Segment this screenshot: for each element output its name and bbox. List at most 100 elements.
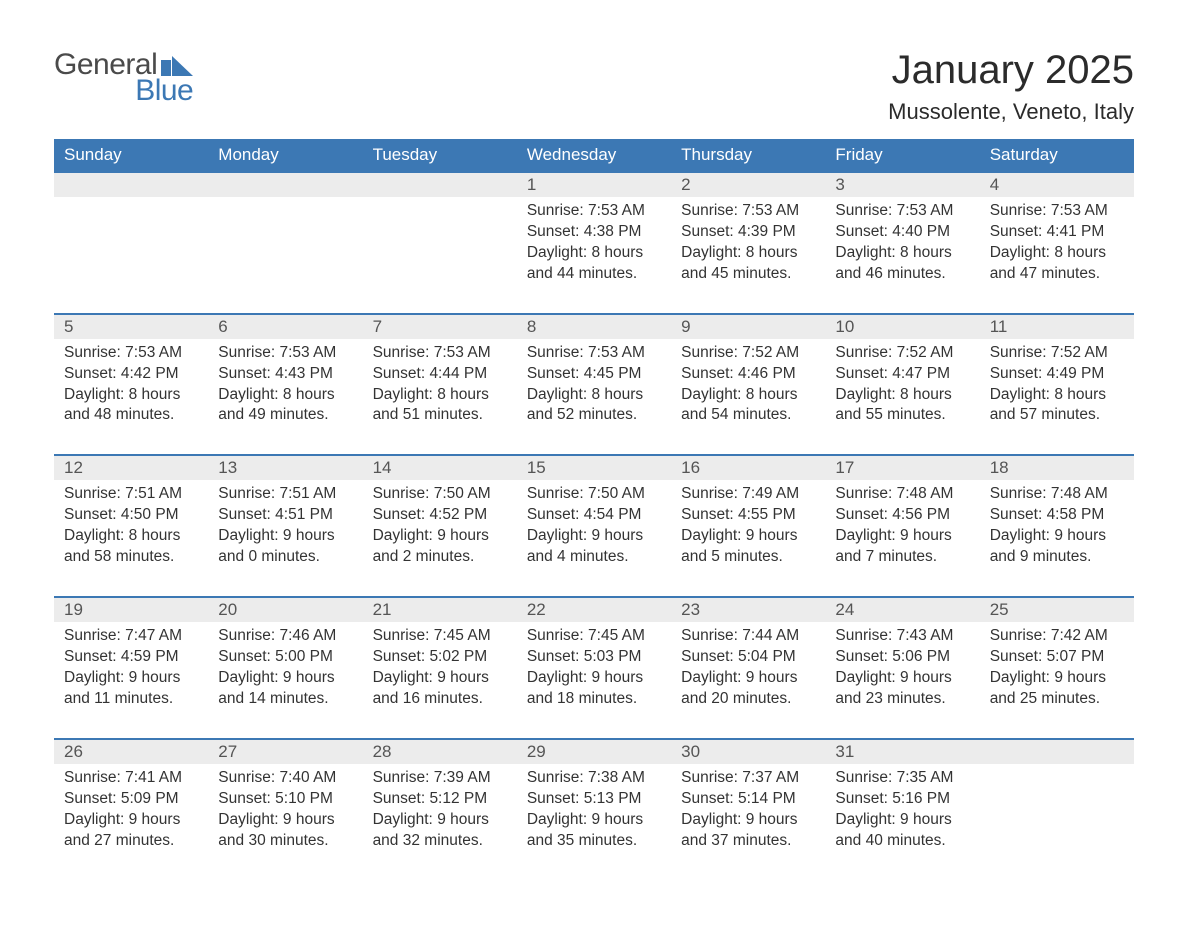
daylight-minutes: 25 [1020,690,1037,707]
daylight-minutes: 0 [248,548,257,565]
daylight-line: Daylight: 9 hoursand 40 minutes. [835,810,969,852]
sunset-time: 5:04 PM [738,648,796,665]
day-number: 18 [980,456,1134,480]
sunset-line: Sunset: 4:51 PM [218,505,352,526]
sunrise-time: 7:45 AM [588,627,645,644]
sunset-line: Sunset: 4:55 PM [681,505,815,526]
day-body: Sunrise: 7:53 AMSunset: 4:42 PMDaylight:… [54,339,208,455]
calendar-cell: 7Sunrise: 7:53 AMSunset: 4:44 PMDaylight… [363,314,517,456]
sunset-line: Sunset: 4:49 PM [990,364,1124,385]
calendar-cell [363,172,517,314]
daylight-line: Daylight: 8 hoursand 44 minutes. [527,243,661,285]
calendar-cell: 31Sunrise: 7:35 AMSunset: 5:16 PMDayligh… [825,739,979,880]
daylight-line: Daylight: 9 hoursand 5 minutes. [681,526,815,568]
sunrise-line: Sunrise: 7:53 AM [835,201,969,222]
sunset-time: 5:07 PM [1047,648,1105,665]
calendar-cell: 20Sunrise: 7:46 AMSunset: 5:00 PMDayligh… [208,597,362,739]
day-number: 12 [54,456,208,480]
sunrise-line: Sunrise: 7:37 AM [681,768,815,789]
sunset-time: 4:42 PM [121,365,179,382]
sunset-line: Sunset: 5:10 PM [218,789,352,810]
weekday-header: Friday [825,139,979,172]
daylight-hours: 9 [900,527,909,544]
day-body: Sunrise: 7:48 AMSunset: 4:56 PMDaylight:… [825,480,979,596]
sunrise-time: 7:53 AM [434,344,491,361]
day-number: 27 [208,740,362,764]
sunrise-time: 7:43 AM [897,627,954,644]
daylight-hours: 9 [1054,527,1063,544]
calendar-cell [54,172,208,314]
sunset-line: Sunset: 4:43 PM [218,364,352,385]
sunset-time: 5:00 PM [275,648,333,665]
daylight-hours: 9 [283,669,292,686]
daylight-minutes: 45 [711,265,728,282]
sunset-time: 5:14 PM [738,790,796,807]
daylight-line: Daylight: 8 hoursand 49 minutes. [218,385,352,427]
day-body: Sunrise: 7:42 AMSunset: 5:07 PMDaylight:… [980,622,1134,738]
sunset-time: 4:39 PM [738,223,796,240]
calendar-cell [208,172,362,314]
sunrise-line: Sunrise: 7:52 AM [835,343,969,364]
sunset-line: Sunset: 4:41 PM [990,222,1124,243]
calendar-cell: 13Sunrise: 7:51 AMSunset: 4:51 PMDayligh… [208,455,362,597]
calendar-cell: 17Sunrise: 7:48 AMSunset: 4:56 PMDayligh… [825,455,979,597]
sunrise-time: 7:50 AM [588,485,645,502]
day-body: Sunrise: 7:53 AMSunset: 4:40 PMDaylight:… [825,197,979,313]
calendar-cell: 8Sunrise: 7:53 AMSunset: 4:45 PMDaylight… [517,314,671,456]
calendar-cell: 21Sunrise: 7:45 AMSunset: 5:02 PMDayligh… [363,597,517,739]
calendar-week: 12Sunrise: 7:51 AMSunset: 4:50 PMDayligh… [54,455,1134,597]
daylight-minutes: 48 [94,406,111,423]
sunset-line: Sunset: 5:06 PM [835,647,969,668]
sunrise-time: 7:47 AM [125,627,182,644]
sunset-time: 4:50 PM [121,506,179,523]
sunrise-time: 7:48 AM [1051,485,1108,502]
daylight-line: Daylight: 8 hoursand 57 minutes. [990,385,1124,427]
sunrise-time: 7:45 AM [434,627,491,644]
daylight-minutes: 37 [711,832,728,849]
sunrise-line: Sunrise: 7:45 AM [527,626,661,647]
sunset-time: 4:56 PM [892,506,950,523]
day-body: Sunrise: 7:48 AMSunset: 4:58 PMDaylight:… [980,480,1134,596]
sunrise-time: 7:40 AM [279,769,336,786]
day-number: 28 [363,740,517,764]
daylight-hours: 9 [900,811,909,828]
sunset-line: Sunset: 4:46 PM [681,364,815,385]
sunrise-time: 7:39 AM [434,769,491,786]
weekday-header: Monday [208,139,362,172]
sunset-time: 4:47 PM [892,365,950,382]
sunrise-time: 7:51 AM [125,485,182,502]
calendar-cell: 4Sunrise: 7:53 AMSunset: 4:41 PMDaylight… [980,172,1134,314]
sunrise-time: 7:38 AM [588,769,645,786]
sunrise-line: Sunrise: 7:44 AM [681,626,815,647]
day-body: Sunrise: 7:45 AMSunset: 5:03 PMDaylight:… [517,622,671,738]
day-body: Sunrise: 7:53 AMSunset: 4:41 PMDaylight:… [980,197,1134,313]
sunset-time: 4:44 PM [429,365,487,382]
daylight-line: Daylight: 9 hoursand 30 minutes. [218,810,352,852]
day-body: Sunrise: 7:50 AMSunset: 4:54 PMDaylight:… [517,480,671,596]
day-number: 29 [517,740,671,764]
sunset-line: Sunset: 5:02 PM [373,647,507,668]
day-number-empty [980,740,1134,764]
calendar-cell: 22Sunrise: 7:45 AMSunset: 5:03 PMDayligh… [517,597,671,739]
sunrise-line: Sunrise: 7:40 AM [218,768,352,789]
calendar-cell: 29Sunrise: 7:38 AMSunset: 5:13 PMDayligh… [517,739,671,880]
sunrise-time: 7:51 AM [279,485,336,502]
calendar-cell [980,739,1134,880]
sunset-line: Sunset: 4:42 PM [64,364,198,385]
sunset-line: Sunset: 5:00 PM [218,647,352,668]
daylight-line: Daylight: 9 hoursand 11 minutes. [64,668,198,710]
day-number: 8 [517,315,671,339]
daylight-hours: 9 [591,669,600,686]
daylight-minutes: 46 [866,265,883,282]
daylight-hours: 9 [746,527,755,544]
month-title: January 2025 [888,48,1134,93]
sunrise-time: 7:44 AM [742,627,799,644]
sunrise-line: Sunrise: 7:53 AM [990,201,1124,222]
day-number-empty [54,173,208,197]
sunrise-line: Sunrise: 7:43 AM [835,626,969,647]
daylight-line: Daylight: 9 hoursand 25 minutes. [990,668,1124,710]
sunrise-time: 7:53 AM [1051,202,1108,219]
sunset-time: 4:40 PM [892,223,950,240]
daylight-minutes: 11 [94,690,110,707]
day-body: Sunrise: 7:51 AMSunset: 4:50 PMDaylight:… [54,480,208,596]
